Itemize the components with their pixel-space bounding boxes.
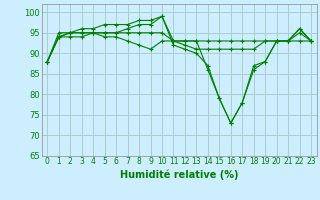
- X-axis label: Humidité relative (%): Humidité relative (%): [120, 169, 238, 180]
